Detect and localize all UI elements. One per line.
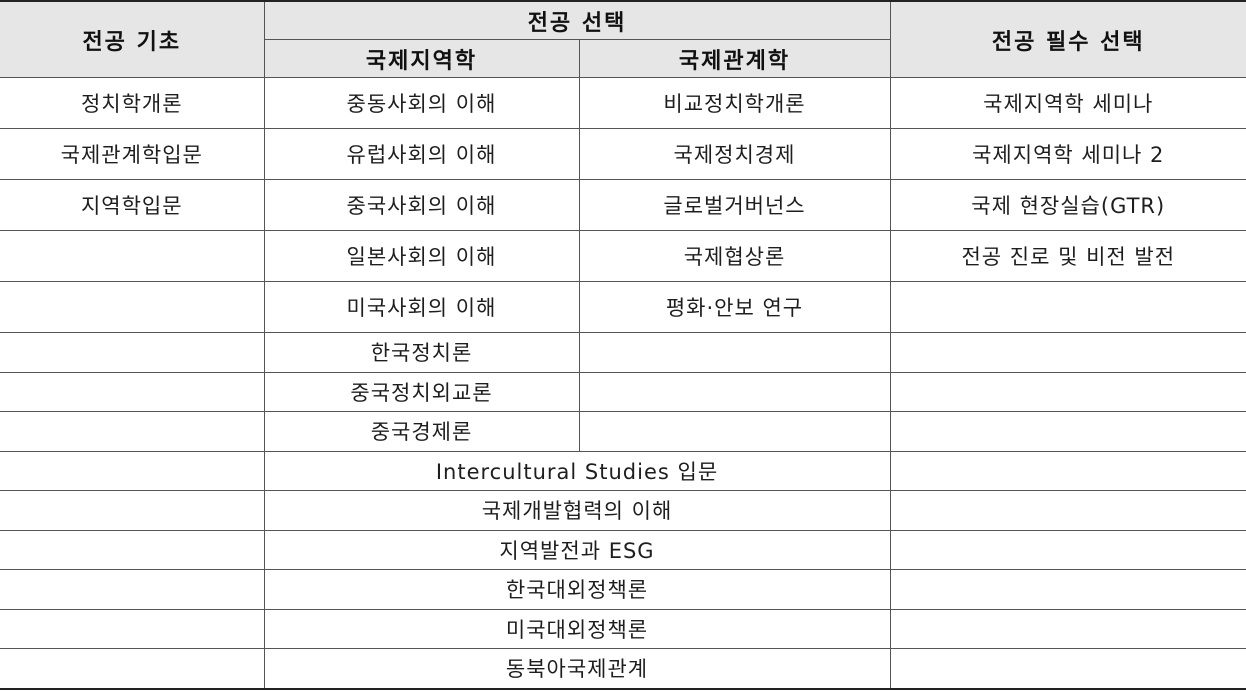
header-row-1: 전공 기초 전공 선택 전공 필수 선택 [0, 0, 1246, 78]
table-row: 미국대외정책론 [0, 608, 1246, 649]
table-row: 국제관계학입문 유럽사회의 이해 국제정치경제 국제지역학 세미나 2 [0, 128, 1246, 180]
cell-relations: 평화·안보 연구 [578, 281, 891, 333]
cell-basic [0, 490, 265, 531]
cell-required: 국제 현장실습(GTR) [889, 179, 1246, 231]
cell-required [889, 281, 1246, 333]
cell-basic: 국제관계학입문 [0, 128, 265, 180]
cell-basic [0, 411, 265, 452]
cell-regional: 중국정치외교론 [263, 371, 580, 412]
cell-relations: 비교정치학개론 [578, 77, 891, 129]
table-row: 국제개발협력의 이해 [0, 490, 1246, 531]
cell-common-elective: 한국대외정책론 [263, 569, 891, 610]
cell-required: 국제지역학 세미나 [889, 77, 1246, 129]
table-header: 전공 기초 전공 선택 전공 필수 선택 국제지역학 국제관계학 [0, 0, 1246, 78]
table-row: 동북아국제관계 [0, 648, 1246, 690]
header-elective-regional: 국제지역학 [264, 39, 580, 78]
cell-basic: 지역학입문 [0, 179, 265, 231]
cell-basic [0, 648, 265, 690]
cell-basic [0, 281, 265, 333]
table-row: 한국정치론 [0, 332, 1246, 373]
cell-required [889, 529, 1246, 570]
table-row: 정치학개론 중동사회의 이해 비교정치학개론 국제지역학 세미나 [0, 77, 1246, 129]
cell-basic [0, 608, 265, 649]
cell-relations: 국제협상론 [578, 230, 891, 282]
header-basic: 전공 기초 [0, 0, 265, 78]
header-elective-relations: 국제관계학 [578, 39, 890, 78]
cell-required: 전공 진로 및 비전 발전 [889, 230, 1246, 282]
cell-regional: 중동사회의 이해 [263, 77, 580, 129]
table-row: 일본사회의 이해 국제협상론 전공 진로 및 비전 발전 [0, 230, 1246, 282]
cell-basic [0, 569, 265, 610]
cell-required [889, 371, 1246, 412]
cell-regional: 미국사회의 이해 [263, 281, 580, 333]
table-body: 정치학개론 중동사회의 이해 비교정치학개론 국제지역학 세미나 국제관계학입문… [0, 77, 1246, 690]
cell-common-elective: 미국대외정책론 [263, 608, 891, 649]
cell-basic [0, 230, 265, 282]
cell-relations [578, 332, 891, 373]
cell-required [889, 648, 1246, 690]
table-row: 중국경제론 [0, 411, 1246, 452]
cell-regional: 한국정치론 [263, 332, 580, 373]
header-required: 전공 필수 선택 [889, 0, 1246, 78]
cell-required [889, 332, 1246, 373]
table-row: 한국대외정책론 [0, 569, 1246, 610]
header-elective: 전공 선택 [263, 0, 891, 40]
cell-basic: 정치학개론 [0, 77, 265, 129]
cell-regional: 일본사회의 이해 [263, 230, 580, 282]
cell-relations: 국제정치경제 [578, 128, 891, 180]
table-row: Intercultural Studies 입문 [0, 450, 1246, 491]
cell-regional: 유럽사회의 이해 [263, 128, 580, 180]
cell-required [889, 608, 1246, 649]
cell-required: 국제지역학 세미나 2 [889, 128, 1246, 180]
cell-common-elective: 국제개발협력의 이해 [263, 490, 891, 531]
cell-basic [0, 371, 265, 412]
cell-required [889, 450, 1246, 491]
cell-relations [578, 411, 891, 452]
cell-relations [578, 371, 891, 412]
cell-regional: 중국경제론 [263, 411, 580, 452]
table-row: 지역발전과 ESG [0, 529, 1246, 570]
table-row: 지역학입문 중국사회의 이해 글로벌거버넌스 국제 현장실습(GTR) [0, 179, 1246, 231]
cell-common-elective: 동북아국제관계 [263, 648, 891, 690]
cell-relations: 글로벌거버넌스 [578, 179, 891, 231]
cell-regional: 중국사회의 이해 [263, 179, 580, 231]
cell-basic [0, 450, 265, 491]
cell-required [889, 569, 1246, 610]
cell-common-elective: Intercultural Studies 입문 [263, 450, 891, 491]
cell-required [889, 411, 1246, 452]
table-row: 중국정치외교론 [0, 371, 1246, 412]
cell-basic [0, 529, 265, 570]
table-row: 미국사회의 이해 평화·안보 연구 [0, 281, 1246, 333]
cell-required [889, 490, 1246, 531]
cell-common-elective: 지역발전과 ESG [263, 529, 891, 570]
cell-basic [0, 332, 265, 373]
